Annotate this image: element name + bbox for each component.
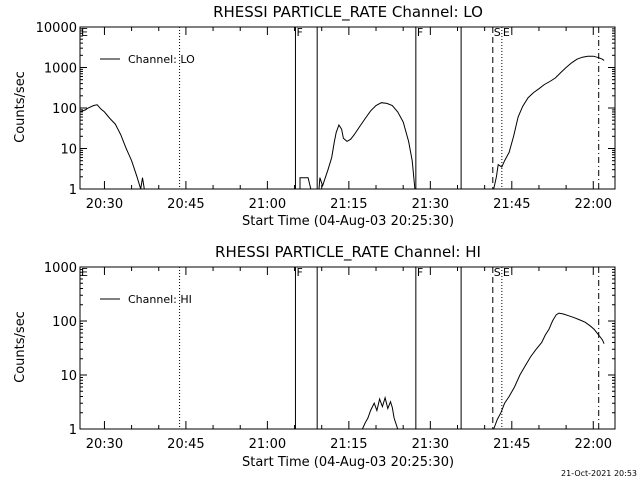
hi-x-tick-label: 22:00 — [575, 437, 612, 452]
hi-event-marker-label: F — [417, 266, 423, 279]
hi-x-axis-label: Start Time (04-Aug-03 20:25:30) — [242, 455, 454, 470]
hi-x-tick-label: 21:00 — [249, 437, 286, 452]
lo-event-marker-label: E — [503, 26, 510, 39]
lo-y-tick-label: 10 — [60, 143, 77, 158]
lo-x-tick-label: 21:45 — [493, 197, 530, 212]
hi-y-tick-label: 1 — [69, 423, 77, 438]
lo-y-tick-label: 100 — [52, 102, 77, 117]
lo-x-tick-label: 20:45 — [167, 197, 204, 212]
lo-chart-title: RHESSI PARTICLE_RATE Channel: LO — [213, 3, 483, 22]
lo-x-tick-label: 22:00 — [575, 197, 612, 212]
hi-series-line — [361, 395, 399, 430]
lo-x-tick-label: 21:00 — [249, 197, 286, 212]
lo-y-tick-label: 10000 — [36, 21, 77, 36]
lo-x-tick-label: 21:15 — [330, 197, 367, 212]
lo-series-line — [79, 104, 145, 190]
hi-event-marker-label: S — [494, 266, 501, 279]
hi-x-tick-label: 20:45 — [167, 437, 204, 452]
hi-legend-label: Channel: HI — [128, 293, 192, 306]
lo-series-line — [318, 102, 416, 190]
lo-x-tick-label: 21:30 — [412, 197, 449, 212]
hi-y-tick-label: 1000 — [44, 261, 77, 276]
lo-series-line — [493, 55, 605, 190]
hi-x-tick-label: 21:15 — [330, 437, 367, 452]
lo-series-line — [299, 177, 312, 190]
lo-plot-frame — [79, 26, 616, 190]
hi-event-marker-label: F — [296, 266, 302, 279]
hi-x-tick-label: 21:45 — [493, 437, 530, 452]
hi-chart-title: RHESSI PARTICLE_RATE Channel: HI — [215, 243, 481, 262]
footer-timestamp: 21-Oct-2021 20:53 — [561, 469, 637, 478]
hi-series-line — [493, 312, 605, 430]
lo-event-marker-label: F — [417, 26, 423, 39]
lo-event-marker-label: F — [296, 26, 302, 39]
hi-y-tick-label: 100 — [52, 315, 77, 330]
hi-left-edge-marker: E — [81, 266, 88, 279]
lo-y-tick-label: 1000 — [44, 62, 77, 77]
hi-x-tick-label: 21:30 — [412, 437, 449, 452]
lo-left-edge-marker: E — [81, 26, 88, 39]
hi-x-tick-label: 20:30 — [86, 437, 123, 452]
lo-x-axis-label: Start Time (04-Aug-03 20:25:30) — [242, 214, 454, 229]
lo-channel-panel: RHESSI PARTICLE_RATE Channel: LO Start T… — [13, 3, 616, 229]
hi-y-axis-label: Counts/sec — [13, 311, 28, 383]
lo-legend-label: Channel: LO — [128, 53, 195, 66]
hi-channel-panel: RHESSI PARTICLE_RATE Channel: HI Start T… — [13, 243, 616, 470]
lo-y-axis-label: Counts/sec — [13, 71, 28, 143]
hi-event-marker-label: E — [503, 266, 510, 279]
hi-y-tick-label: 10 — [60, 369, 77, 384]
lo-y-tick-label: 1 — [69, 183, 77, 198]
lo-x-tick-label: 20:30 — [86, 197, 123, 212]
hi-plot-frame — [79, 266, 616, 430]
lo-event-marker-label: S — [494, 26, 501, 39]
